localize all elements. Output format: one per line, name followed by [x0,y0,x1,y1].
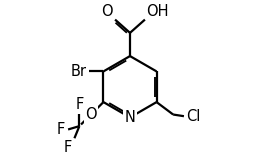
Text: F: F [57,122,65,137]
Text: O: O [85,107,97,122]
Text: F: F [64,140,72,155]
Text: Br: Br [71,64,87,79]
Text: OH: OH [146,4,168,19]
Text: F: F [75,97,83,112]
Text: N: N [125,110,135,125]
Text: Cl: Cl [186,109,201,124]
Text: O: O [101,4,113,19]
